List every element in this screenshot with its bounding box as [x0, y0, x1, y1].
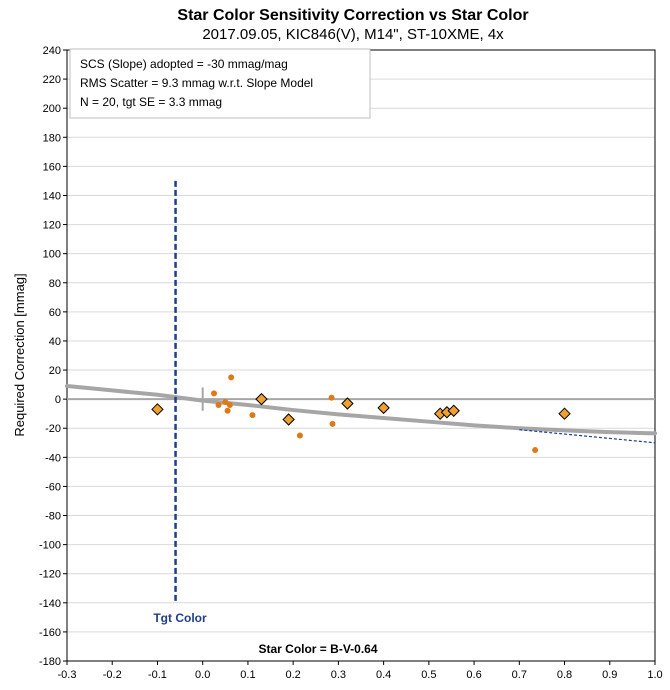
chart-subtitle: 2017.09.05, KIC846(V), M14", ST-10XME, 4…: [202, 26, 504, 43]
x-tick-label: 1.0: [647, 669, 662, 681]
x-tick-label: 0.2: [286, 669, 301, 681]
y-tick-label: -80: [45, 511, 61, 523]
slope-line: [519, 429, 656, 444]
x-tick-label: -0.3: [58, 669, 77, 681]
y-tick-label: -160: [39, 627, 61, 639]
x-tick-label: 0.9: [602, 669, 617, 681]
diamond-series: [151, 392, 571, 426]
diamond-point: [282, 413, 295, 426]
x-tick-label: 0.8: [557, 669, 572, 681]
dot-point: [226, 401, 233, 408]
y-tick-label: -40: [45, 452, 61, 464]
plot-area: [66, 49, 656, 662]
dot-point: [329, 420, 336, 427]
annotation-box: SCS (Slope) adopted = -30 mmag/mag RMS S…: [69, 48, 371, 119]
annotation-line-3: N = 20, tgt SE = 3.3 mmag: [80, 95, 222, 109]
y-tick-labels: 240220200180160140120100806040200-20-40-…: [39, 45, 61, 668]
x-tick-label: 0.4: [376, 669, 391, 681]
annotation-line-2: RMS Scatter = 9.3 mmag w.r.t. Slope Mode…: [80, 76, 313, 90]
dot-point: [211, 390, 217, 397]
y-tick-label: 240: [43, 45, 61, 57]
x-tick-label: 0.7: [512, 669, 527, 681]
y-tick-label: 220: [43, 74, 61, 86]
dot-point: [532, 447, 539, 454]
x-tick-labels: -0.3 -0.2 -0.1 0.0 0.1 0.2 0.3 0.4 0.5 0.6 0.7 0.8 0…: [58, 669, 663, 681]
y-tick-label: 140: [43, 190, 61, 202]
x-tick-label: 0.6: [466, 669, 481, 681]
x-tick-label: -0.2: [103, 669, 122, 681]
grid: [63, 49, 656, 665]
y-tick-label: 120: [43, 220, 61, 232]
y-tick-label: 160: [43, 161, 61, 173]
diamond-point: [558, 407, 571, 420]
fit-curve: [65, 384, 657, 436]
y-tick-label: -120: [39, 569, 61, 581]
y-tick-label: -20: [45, 423, 61, 435]
dot-point: [222, 399, 229, 406]
x-axis-title: Star Color = B-V-0.64: [258, 642, 377, 656]
y-tick-label: 200: [43, 103, 61, 115]
dot-point: [296, 432, 303, 439]
y-tick-label: 180: [43, 132, 61, 144]
y-tick-label: -100: [39, 540, 61, 552]
x-tick-label: 0.1: [240, 669, 255, 681]
x-tick-label: 0.0: [195, 669, 210, 681]
diamond-point: [151, 403, 164, 416]
dot-point: [215, 401, 222, 408]
x-tick-label: -0.1: [148, 669, 167, 681]
y-tick-label: -180: [39, 656, 61, 668]
dot-point: [224, 407, 231, 414]
y-tick-label: 40: [49, 336, 61, 348]
dot-point: [228, 374, 235, 381]
diamond-point: [447, 404, 460, 417]
y-tick-label: 20: [49, 365, 61, 377]
x-tick-label: 0.5: [421, 669, 436, 681]
chart-title: Star Color Sensitivity Correction vs Sta…: [177, 7, 528, 24]
y-tick-label: 80: [49, 278, 61, 290]
x-tick-label: 0.3: [331, 669, 346, 681]
annotation-line-1: SCS (Slope) adopted = -30 mmag/mag: [80, 57, 288, 71]
target-color-label: Tgt Color: [153, 611, 207, 625]
y-tick-label: 60: [49, 307, 61, 319]
diamond-point: [255, 392, 268, 406]
y-axis-title: Required Correction [mmag]: [12, 273, 27, 436]
y-tick-label: 100: [43, 249, 61, 261]
dot-point: [328, 394, 335, 401]
y-tick-label: 0: [55, 394, 61, 406]
dot-series: [211, 374, 539, 454]
diamond-point: [377, 401, 390, 415]
diamond-point: [341, 397, 354, 410]
y-tick-label: -140: [39, 598, 61, 610]
dot-point: [249, 412, 256, 419]
y-tick-label: -60: [45, 481, 61, 493]
